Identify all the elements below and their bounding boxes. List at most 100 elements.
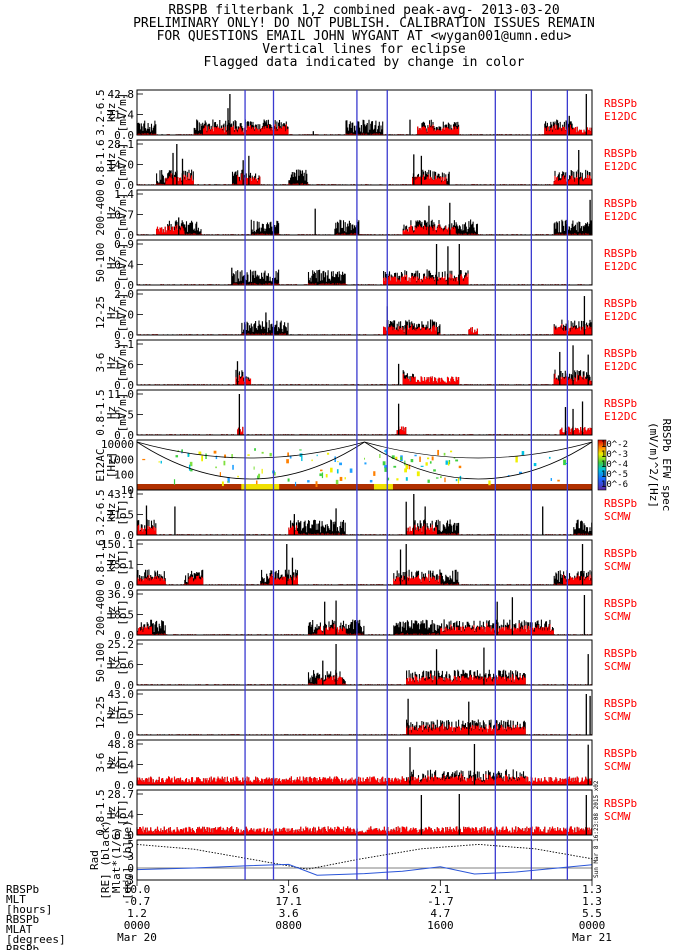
y-axis-label: Hz: [105, 206, 118, 219]
spectrogram-cell: [382, 461, 386, 466]
footer-row-label: RBSPb: [6, 883, 39, 896]
spectrogram-cell: [173, 479, 176, 485]
y-axis-label: Hz: [105, 306, 118, 319]
data-trace-flagged: [136, 373, 593, 385]
source-label: RBSPb: [604, 597, 637, 610]
tick-label: 0.9: [114, 238, 134, 251]
spectrogram-cell: [213, 450, 217, 454]
spectrogram-cell: [289, 455, 292, 459]
panel-frame: [136, 839, 593, 881]
y-axis-label: [mV/m]: [116, 343, 129, 383]
spectrogram-cell: [344, 477, 346, 480]
spectrogram-cell: [395, 456, 398, 460]
spectrogram-cell: [287, 452, 289, 457]
spectrogram-cell: [416, 471, 420, 477]
data-trace-flagged: [136, 273, 593, 285]
source-label: RBSPb: [604, 547, 637, 560]
tick-label: 1.0: [114, 309, 134, 322]
y-axis-label: 0.8-1.5: [94, 789, 107, 835]
spectrogram-cell: [384, 467, 387, 472]
panel-eph: Rad[RE] (black)Mlat*(1/6)[deg] (blue)530…: [88, 780, 600, 900]
tick-label: 0.0: [114, 179, 134, 192]
spectrogram-cell: [431, 456, 434, 461]
spectrogram-cell: [369, 479, 373, 483]
panel-frame: [136, 739, 593, 786]
tick-label: 0.0: [114, 129, 134, 142]
y-axis-label: 0.8-1.6: [94, 139, 107, 185]
spectrogram-cell: [364, 457, 366, 460]
y-axis-label: 0.8-1.6: [94, 539, 107, 585]
spectrogram-cell: [458, 465, 462, 469]
tick-label: 21.5: [108, 509, 135, 522]
spectrogram-cell: [315, 481, 318, 488]
panel-frame: [136, 89, 593, 136]
footer-row-label: [hours]: [6, 903, 52, 916]
panel-frame: [136, 189, 593, 236]
source-label: RBSPb: [604, 147, 637, 160]
data-trace-black: [136, 519, 593, 535]
spectrogram-cell: [565, 463, 568, 465]
spectrogram-cell: [158, 461, 160, 463]
panel-frame: [136, 489, 593, 536]
tick-label: 75.1: [108, 559, 135, 572]
y-axis-label: Rad: [88, 850, 101, 870]
data-trace-black: [136, 369, 593, 385]
panel-frame: [136, 789, 593, 836]
y-axis-label: Hz: [105, 656, 118, 669]
spectrogram-cell: [316, 454, 318, 457]
tick-label: 0.0: [114, 379, 134, 392]
spectrogram-cell: [373, 471, 376, 476]
source-label: RBSPb: [604, 747, 637, 760]
y-axis-label: 12-25: [94, 696, 107, 729]
footer-value: Mar 21: [572, 931, 612, 944]
y-axis-label: Hz: [105, 606, 118, 619]
source-label: E12DC: [604, 110, 637, 123]
spectrogram-cell: [443, 452, 446, 456]
spectrogram-cell: [455, 479, 458, 482]
tick-label: 100: [114, 469, 134, 482]
spectrogram-cell: [187, 452, 190, 457]
y-axis-label: [mV/m]: [116, 143, 129, 183]
spectrogram-cell: [253, 466, 255, 470]
footer-value: -0.7: [124, 895, 151, 908]
source-label: RBSPb: [604, 497, 637, 510]
source-label: E12DC: [604, 160, 637, 173]
spectrogram-cell: [453, 457, 456, 459]
spectrogram-cell: [557, 479, 560, 482]
spectrogram-cell: [337, 461, 339, 463]
y-axis-label: E12AC: [94, 448, 107, 481]
footer-value: 0000: [124, 919, 151, 932]
spectrogram-cell: [384, 450, 387, 452]
source-label: SCMW: [604, 610, 631, 623]
spectrogram-cell: [219, 472, 221, 477]
data-trace-black: [136, 219, 593, 235]
spectrogram-cell: [334, 456, 337, 462]
spectrogram-cell: [181, 449, 183, 452]
spectrogram-cell: [408, 464, 411, 470]
spectrogram-cell: [425, 462, 428, 466]
data-trace-black: [136, 269, 593, 285]
colorbar-label: (mV/m)^2/[Hz]: [647, 422, 660, 508]
mlat-curve: [136, 863, 593, 876]
colorbar-tick-label: 10^-3: [601, 450, 628, 460]
y-axis-label: [deg] (blue): [121, 820, 134, 899]
spectrogram-cell: [427, 479, 430, 483]
footer-value: Mar 20: [117, 931, 157, 944]
y-axis-label: kHz: [105, 103, 118, 123]
y-axis-label: [pT]: [116, 699, 129, 726]
spectrogram-cell: [349, 468, 353, 473]
footer-value: 10.0: [124, 883, 151, 896]
tick-label: 5: [127, 838, 134, 851]
spectrogram-cell: [227, 481, 229, 483]
spectrogram-cell: [507, 475, 510, 477]
tick-label: 36.9: [108, 588, 135, 601]
spectrogram-arc-upper: [136, 441, 365, 459]
tick-label: 0.0: [114, 679, 134, 692]
radius-curve: [136, 843, 593, 870]
tick-label: 2.0: [114, 288, 134, 301]
data-trace-flagged: [136, 523, 593, 535]
colorbar-tick-label: 10^-6: [601, 480, 628, 490]
